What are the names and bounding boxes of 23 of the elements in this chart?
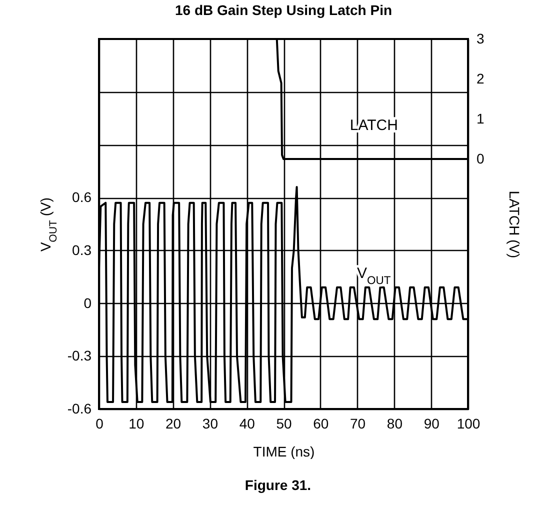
y2-axis-title: LATCH (V) [506, 190, 522, 258]
x-tick-label: 100 [456, 416, 480, 432]
y-tick-label: -0.3 [67, 348, 92, 364]
y-tick-label: 0.6 [72, 189, 92, 206]
y-tick-label: -0.6 [67, 400, 92, 416]
x-tick-label: 40 [239, 416, 256, 432]
caption: Figure 31. [244, 477, 312, 493]
x-tick-label: 90 [424, 416, 440, 432]
y2-tick-label: 0 [476, 150, 484, 166]
x-tick-label: 70 [350, 416, 366, 432]
x-tick-label: 20 [166, 416, 182, 432]
y2-tick-label: 2 [476, 70, 484, 86]
x-tick-label: 30 [202, 416, 218, 432]
x-tick-label: 60 [313, 416, 329, 432]
x-tick-label: 0 [96, 416, 104, 432]
x-tick-label: 10 [128, 416, 144, 432]
y-tick-label: 0 [84, 294, 92, 311]
y-tick-label: 0.3 [72, 242, 92, 258]
x-tick-label: 50 [276, 416, 292, 432]
x-tick-label: 80 [386, 416, 403, 432]
y2-tick-label: 1 [476, 110, 484, 126]
chart-title: 16 dB Gain Step Using Latch Pin [174, 2, 392, 18]
y2-tick-label: 3 [476, 30, 484, 46]
